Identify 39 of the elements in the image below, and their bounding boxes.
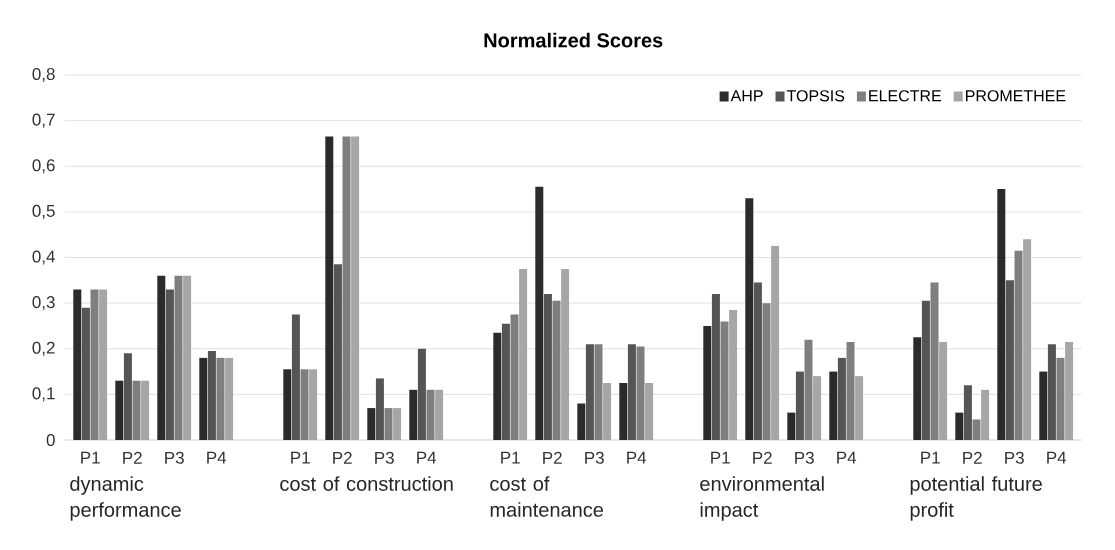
legend-label: ELECTRE <box>869 90 942 102</box>
y-tick-label: 0 <box>46 433 55 447</box>
x-tick-label: P4 <box>837 451 857 464</box>
text: cost of construction <box>280 476 453 491</box>
y-tick-label: 0,5 <box>32 204 55 219</box>
x-tick-label: P4 <box>417 451 437 464</box>
y-tick-label: 0,8 <box>32 67 55 83</box>
text: cost of maintenance <box>490 476 604 517</box>
y-tick-label: 0,1 <box>32 387 55 402</box>
y-tick-label: 0,3 <box>32 296 55 311</box>
x-tick-label: P4 <box>207 451 227 464</box>
x-tick-label: P4 <box>627 451 647 464</box>
x-tick-label: P1 <box>81 451 100 464</box>
x-tick-label: P2 <box>543 451 562 464</box>
y-tick-label: 0,7 <box>32 113 55 128</box>
x-tick-label: P1 <box>921 451 940 464</box>
legend-label: PROMETHEE <box>966 90 1066 102</box>
text: dynamic performance <box>70 476 181 521</box>
legend-label: TOPSIS <box>786 90 845 102</box>
x-tick-label: P2 <box>753 451 772 464</box>
y-tick-label: 0,2 <box>32 341 55 356</box>
legend-label: AHP <box>730 90 763 102</box>
x-tick-label: P2 <box>123 451 142 464</box>
x-tick-label: P2 <box>333 451 352 464</box>
y-tick-label: 0,6 <box>32 159 55 174</box>
x-tick-label: P1 <box>291 451 310 464</box>
text: potential future profit <box>910 476 1042 521</box>
x-tick-label: P3 <box>585 451 604 464</box>
x-tick-label: P3 <box>795 451 814 464</box>
x-tick-label: P3 <box>165 451 184 464</box>
text: environmental impact <box>700 476 824 521</box>
x-tick-label: P1 <box>711 451 730 464</box>
chart-title: Normalized Scores <box>484 32 663 48</box>
y-tick-label: 0,4 <box>32 250 55 265</box>
x-tick-label: P2 <box>963 451 982 464</box>
x-tick-label: P3 <box>375 451 394 464</box>
x-tick-label: P4 <box>1047 451 1067 464</box>
x-tick-label: P3 <box>1005 451 1024 464</box>
x-tick-label: P1 <box>501 451 520 464</box>
